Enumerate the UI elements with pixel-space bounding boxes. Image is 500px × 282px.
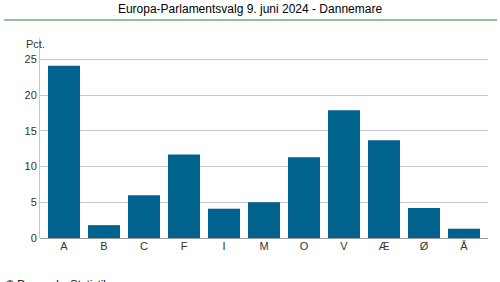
svg-text:Europa-Parlamentsvalg 9. juni: Europa-Parlamentsvalg 9. juni 2024 - Dan…	[118, 2, 382, 16]
svg-text:I: I	[222, 240, 225, 252]
svg-text:© Danmarks Statistik: © Danmarks Statistik	[6, 278, 109, 282]
svg-text:0: 0	[31, 232, 37, 244]
svg-text:5: 5	[31, 196, 37, 208]
svg-text:10: 10	[25, 160, 37, 172]
svg-text:25: 25	[25, 53, 37, 65]
svg-text:15: 15	[25, 125, 37, 137]
svg-text:20: 20	[25, 89, 37, 101]
svg-text:Å: Å	[460, 240, 468, 252]
svg-text:B: B	[100, 240, 107, 252]
svg-text:Ø: Ø	[420, 240, 429, 252]
svg-text:M: M	[259, 240, 268, 252]
svg-text:Pct.: Pct.	[26, 38, 45, 50]
svg-text:C: C	[140, 240, 148, 252]
svg-text:Æ: Æ	[379, 240, 390, 252]
svg-text:A: A	[60, 240, 68, 252]
svg-text:V: V	[340, 240, 348, 252]
svg-text:O: O	[300, 240, 309, 252]
svg-text:F: F	[181, 240, 188, 252]
